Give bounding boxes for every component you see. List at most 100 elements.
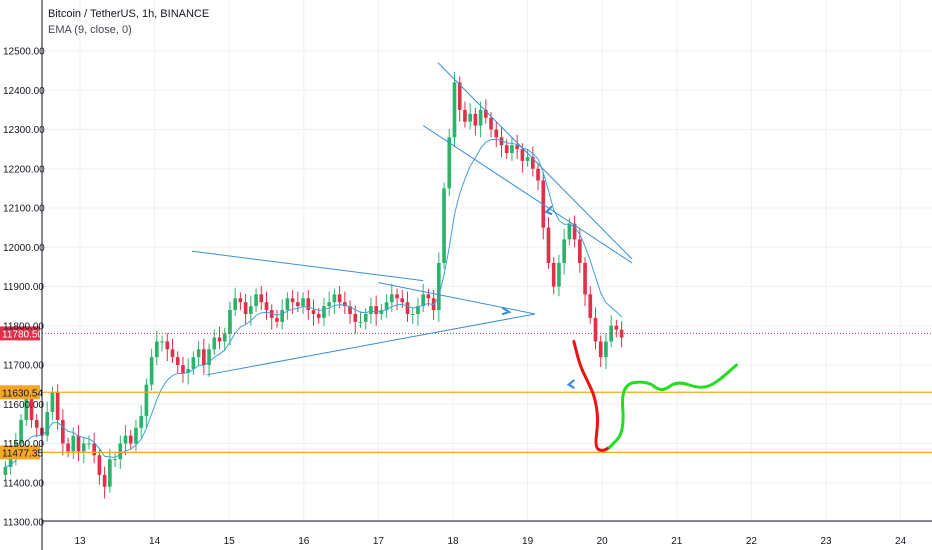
- forecast-up-path: [608, 363, 738, 449]
- candle-body: [24, 396, 29, 420]
- y-tick-label: 11800.00: [3, 321, 44, 332]
- candle-body: [473, 113, 478, 126]
- candle-body: [50, 392, 55, 413]
- trendline: [206, 313, 536, 376]
- trendline: [378, 282, 536, 315]
- trendline: [437, 62, 633, 260]
- candle-body: [489, 117, 493, 130]
- candle-body: [510, 145, 514, 154]
- candle-body: [92, 443, 97, 456]
- candle-body: [463, 109, 467, 122]
- candle-body: [128, 435, 133, 444]
- candle-body: [447, 137, 452, 189]
- candle-body: [494, 129, 499, 138]
- candle-body: [233, 298, 237, 311]
- x-tick-label: 17: [373, 536, 385, 547]
- x-tick-label: 15: [224, 536, 236, 547]
- candle-body: [81, 443, 86, 452]
- candle-body: [520, 149, 525, 161]
- x-tick-label: 24: [895, 536, 907, 547]
- y-tick-label: 12300.00: [3, 125, 45, 136]
- candle-body: [374, 306, 378, 314]
- candle-body: [61, 419, 65, 444]
- support-price-label: 11477.35: [2, 448, 43, 459]
- candle-body: [228, 310, 232, 334]
- candle-body: [322, 306, 326, 318]
- y-tick-label: 11400.00: [3, 478, 44, 489]
- trendline: [191, 250, 424, 282]
- candle-body: [259, 294, 264, 303]
- x-tick-label: 22: [746, 536, 758, 547]
- candle-body: [421, 294, 425, 307]
- candle-body: [583, 262, 587, 295]
- candle-body: [468, 113, 472, 122]
- candle-body: [123, 435, 128, 444]
- candle-body: [29, 396, 34, 420]
- candle-body: [483, 109, 488, 118]
- y-tick-label: 12000.00: [3, 243, 45, 254]
- candle-body: [504, 145, 509, 154]
- current-price-tag: [0, 326, 40, 341]
- y-tick-label: 12100.00: [3, 204, 45, 215]
- chart-grid: [42, 0, 932, 523]
- forecast-down-path: [572, 339, 612, 452]
- candle-body: [614, 325, 619, 330]
- candle-body: [311, 310, 316, 314]
- arrow-annotation: [544, 205, 553, 216]
- candle-body: [149, 357, 154, 385]
- candle-body: [165, 341, 170, 350]
- candle-body: [222, 333, 227, 342]
- trendline: [422, 125, 633, 264]
- y-tick-label: 11500.00: [3, 439, 44, 450]
- candle-body: [269, 310, 274, 318]
- indicator-label: EMA (9, close, 0): [48, 24, 132, 36]
- candle-body: [280, 310, 284, 322]
- candle-body: [436, 262, 441, 311]
- candle-body: [238, 298, 243, 303]
- candle-body: [66, 443, 70, 452]
- candle-body: [19, 419, 23, 444]
- x-tick-label: 18: [447, 536, 459, 547]
- candle-body: [254, 294, 258, 307]
- candle-body: [275, 317, 279, 322]
- chart-legend: Bitcoin / TetherUS, 1h, BINANCE EMA (9, …: [48, 6, 209, 38]
- candle-body: [567, 223, 572, 240]
- candle-body: [97, 455, 102, 475]
- candle-body: [327, 302, 331, 307]
- candle-body: [405, 302, 410, 314]
- candle-body: [76, 435, 81, 452]
- candle-body: [191, 357, 196, 369]
- symbol-title: Bitcoin / TetherUS, 1h, BINANCE: [48, 8, 210, 20]
- candle-body: [301, 298, 305, 307]
- candle-body: [186, 368, 190, 373]
- y-tick-label: 12200.00: [3, 164, 45, 175]
- candle-body: [155, 341, 159, 358]
- x-tick-label: 23: [820, 536, 832, 547]
- candle-body: [343, 302, 347, 307]
- candle-body: [87, 443, 91, 445]
- candle-body: [337, 294, 342, 303]
- candle-body: [557, 262, 561, 287]
- x-tick-label: 21: [671, 536, 683, 547]
- ema-series: [5, 138, 622, 468]
- candle-body: [144, 384, 149, 417]
- candle-body: [410, 313, 415, 315]
- candle-body: [181, 365, 185, 373]
- ema-line: [5, 138, 622, 468]
- support-price-tag: [0, 385, 40, 400]
- candle-body: [604, 341, 608, 358]
- candle-body: [515, 145, 519, 150]
- axes: 11300.00 11400.00 11500.00 11600.00 11700.00…: [3, 0, 932, 550]
- candle-body: [572, 223, 577, 240]
- arrow-annotation: [501, 306, 512, 316]
- candle-body: [379, 310, 384, 314]
- x-tick-label: 19: [522, 536, 534, 547]
- candle-body: [598, 341, 603, 358]
- current-price-label: 11780.50: [2, 329, 43, 340]
- candle-body: [296, 302, 300, 307]
- candle-body: [384, 302, 389, 311]
- candle-body: [525, 156, 530, 161]
- candle-body: [551, 262, 556, 287]
- candle-body: [588, 294, 593, 318]
